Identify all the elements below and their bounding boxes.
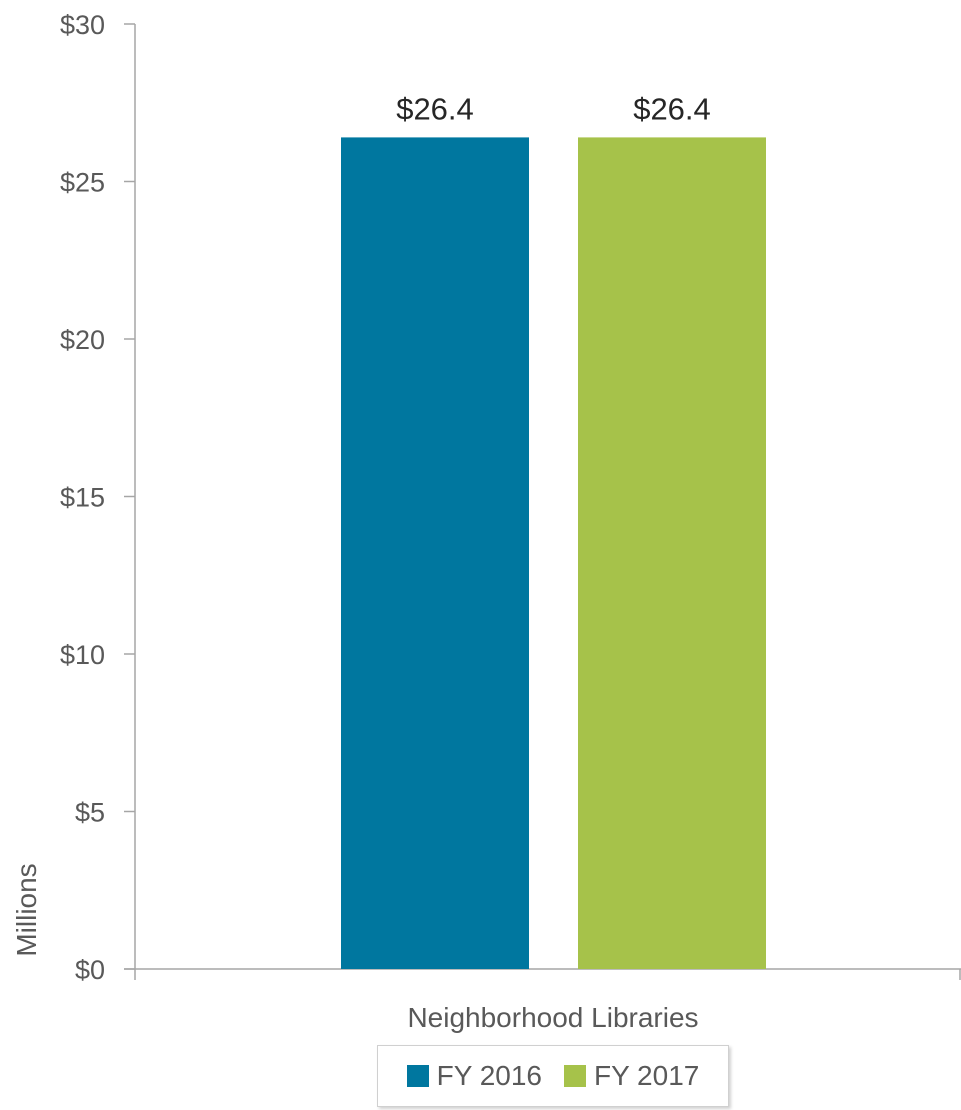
legend-swatch-fy2016 <box>406 1065 429 1087</box>
x-category-label: Neighborhood Libraries <box>407 1002 698 1033</box>
bar-chart: $0$5$10$15$20$25$30 $26.4 $26.4 Millions … <box>11 10 961 1033</box>
y-tick-label: $15 <box>60 483 105 513</box>
legend: FY 2016 FY 2017 <box>377 1045 729 1107</box>
y-axis-label: Millions <box>11 863 42 956</box>
y-tick-label: $10 <box>60 640 105 670</box>
legend-item-fy2016: FY 2016 <box>406 1060 542 1092</box>
legend-label-fy2016: FY 2016 <box>436 1060 542 1091</box>
legend-item-fy2017: FY 2017 <box>564 1060 699 1092</box>
bar-fy2016 <box>341 137 529 969</box>
y-tick-label: $20 <box>60 325 105 355</box>
data-label-fy2017: $26.4 <box>633 91 711 126</box>
y-tick-label: $5 <box>75 798 105 828</box>
legend-swatch-fy2017 <box>564 1065 586 1087</box>
y-tick-label: $0 <box>75 955 105 985</box>
data-label-fy2016: $26.4 <box>396 91 474 126</box>
y-tick-label: $30 <box>60 10 105 40</box>
bar-fy2017 <box>578 137 766 969</box>
legend-label-fy2017: FY 2017 <box>594 1060 700 1091</box>
y-tick-label: $25 <box>60 168 105 198</box>
